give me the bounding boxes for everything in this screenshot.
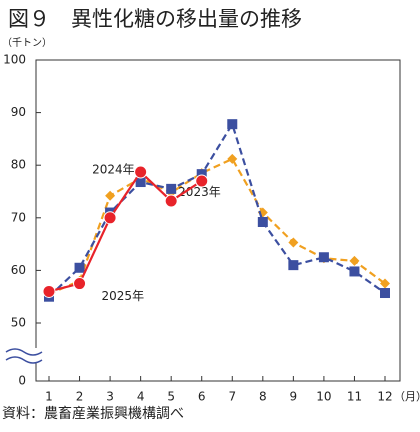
marker — [380, 278, 390, 289]
marker — [227, 119, 238, 130]
marker — [135, 177, 146, 188]
marker — [318, 252, 329, 263]
marker — [257, 217, 268, 228]
x-tick-label: 6 — [198, 390, 206, 404]
series-line — [48, 157, 386, 296]
marker — [288, 260, 299, 271]
x-tick-label: 12 — [377, 390, 392, 404]
axis-break-gap — [6, 348, 42, 362]
y-tick-label: 70 — [11, 210, 26, 224]
y-tick-label: 60 — [11, 263, 26, 277]
marker — [380, 288, 390, 299]
y-tick-label: 100 — [3, 53, 26, 67]
marker — [349, 266, 360, 277]
x-tick-label: 4 — [137, 390, 145, 404]
x-tick-label: 7 — [228, 390, 236, 404]
axis-break — [5, 356, 43, 364]
marker — [105, 190, 116, 201]
x-tick-label: 5 — [167, 390, 175, 404]
chart-title: 図９ 異性化糖の移出量の推移 — [8, 7, 302, 31]
marker — [42, 284, 56, 298]
marker — [134, 165, 148, 179]
x-tick-label: 8 — [259, 390, 267, 404]
marker — [166, 183, 177, 194]
series-label: 2024年 — [92, 163, 135, 177]
plot-frame — [35, 59, 401, 382]
marker — [196, 169, 207, 180]
marker — [227, 153, 238, 164]
marker — [103, 211, 117, 225]
y-tick-label: 50 — [11, 316, 26, 330]
marker — [73, 277, 87, 291]
marker — [164, 194, 178, 208]
series-line — [48, 121, 386, 298]
x-tick-label: 9 — [290, 390, 298, 404]
x-axis-label: （月） — [394, 390, 420, 403]
y-tick-label: 90 — [11, 105, 26, 119]
y-tick-label: 80 — [11, 158, 26, 172]
y-tick-label: 0 — [18, 374, 26, 388]
axis-break — [5, 348, 43, 356]
marker — [349, 255, 360, 266]
marker — [74, 262, 85, 273]
x-tick-label: 1 — [45, 390, 53, 404]
x-tick-label: 2 — [76, 390, 84, 404]
series-label: 2025年 — [102, 289, 145, 303]
x-tick-label: 3 — [106, 390, 114, 404]
source-note: 資料：農畜産業振興機構調べ — [2, 406, 184, 422]
x-tick-label: 11 — [347, 390, 362, 404]
y-axis-label: （千トン） — [2, 37, 52, 49]
x-tick-label: 10 — [316, 390, 331, 404]
marker — [195, 174, 209, 188]
marker — [288, 237, 299, 248]
